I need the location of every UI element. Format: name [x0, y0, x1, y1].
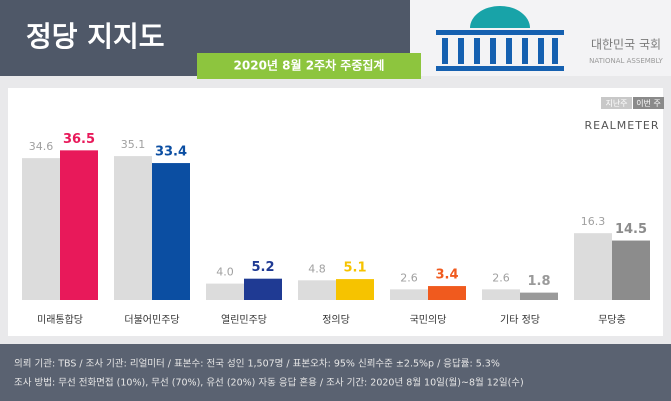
bar [574, 233, 612, 300]
bar [390, 289, 428, 300]
x-tick-label: 기타 정당 [500, 314, 540, 326]
legend-label: 지난주 [605, 99, 627, 108]
logo-text: 대한민국 국회 [591, 38, 661, 52]
value-label: 34.6 [29, 140, 54, 153]
legend-swatch [601, 97, 632, 109]
footer-band [0, 344, 671, 401]
value-label: 36.5 [63, 132, 95, 147]
bar [206, 283, 244, 300]
legend-label: 이번 주 [636, 98, 661, 108]
value-label: 4.8 [308, 262, 326, 275]
subtitle-banner [197, 53, 421, 79]
logo-subtext: NATIONAL ASSEMBLY [589, 57, 663, 65]
title: 정당 지지도 [26, 20, 165, 53]
assembly-icon [436, 6, 564, 71]
x-tick-label: 무당층 [598, 314, 626, 326]
bar [152, 163, 190, 300]
value-label: 14.5 [615, 222, 647, 237]
value-label: 35.1 [121, 138, 146, 151]
bar [336, 279, 374, 300]
value-label: 5.1 [343, 261, 366, 276]
legend-swatch [633, 97, 664, 109]
x-tick-label: 더불어민주당 [124, 314, 179, 326]
bar [520, 292, 558, 300]
bar [298, 280, 336, 300]
x-tick-label: 미래통합당 [37, 314, 83, 326]
value-label: 1.8 [527, 274, 550, 289]
subtitle: 2020년 8월 2주차 주중집계 [234, 58, 385, 73]
value-label: 4.0 [216, 266, 234, 279]
value-label: 33.4 [155, 145, 187, 160]
bar [482, 289, 520, 300]
bar [244, 278, 282, 300]
bar [22, 158, 60, 300]
x-tick-label: 국민의당 [410, 314, 447, 326]
footer-line: 의뢰 기관: TBS / 조사 기관: 리얼미터 / 표본수: 전국 성인 1,… [14, 358, 500, 370]
footer-line: 조사 방법: 무선 전화면접 (10%), 무선 (70%), 유선 (20%)… [14, 377, 524, 389]
source: REALMETER [585, 119, 660, 132]
x-tick-label: 열린민주당 [221, 314, 267, 326]
value-label: 5.2 [251, 260, 274, 275]
value-label: 16.3 [581, 215, 606, 228]
bar [60, 150, 98, 300]
value-label: 2.6 [492, 271, 510, 284]
bar [114, 156, 152, 300]
bar [428, 286, 466, 300]
x-tick-label: 정의당 [322, 314, 350, 326]
value-label: 2.6 [400, 271, 418, 284]
value-label: 3.4 [435, 268, 458, 283]
bar [612, 240, 650, 300]
